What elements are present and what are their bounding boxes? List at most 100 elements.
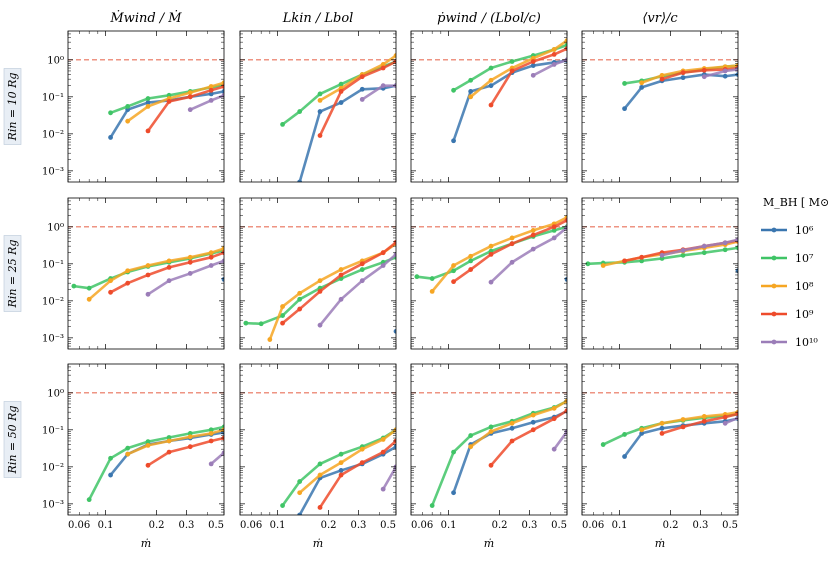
legend-marker: [771, 255, 777, 261]
data-point-1e10: [187, 271, 193, 276]
series-group: [108, 80, 224, 140]
series-line-1e10: [552, 430, 567, 451]
data-point-1e9: [359, 74, 365, 80]
panel-frame: [239, 363, 397, 516]
panels: 10⁻³ 10⁻² 10⁻¹ 10⁰ 10⁻³ 10⁻² 10⁻¹ 10⁰ 0.06 0.1 0.2…: [42, 30, 739, 550]
data-point-1e7: [701, 250, 707, 256]
data-point-1e6: [393, 328, 396, 334]
x-tick-label: 0.3: [350, 520, 366, 531]
data-point-1e8: [145, 263, 151, 268]
data-point-1e7: [639, 258, 645, 264]
data-point-1e8: [297, 490, 303, 496]
data-point-1e10: [735, 415, 738, 421]
panel: [239, 30, 397, 183]
data-point-1e9: [145, 128, 151, 134]
data-point-1e10: [551, 446, 557, 452]
data-point-1e7: [187, 431, 193, 436]
panel: 0.06 0.1 0.2 0.3 0.5 ṁ: [410, 363, 568, 550]
series-line-1e7: [87, 425, 224, 501]
column-title: Ṁwind / Ṁ: [109, 9, 182, 26]
data-point-1e8: [564, 38, 567, 44]
data-point-1e8: [468, 253, 474, 259]
data-point-1e10: [701, 74, 707, 80]
data-point-1e9: [639, 254, 645, 260]
column-title: Lkin / Lbol: [282, 11, 354, 26]
series-line-1e8: [87, 247, 224, 301]
data-point-1e9: [317, 505, 323, 510]
data-point-1e8: [659, 72, 665, 78]
data-point-1e10: [221, 258, 224, 264]
data-point-1e6: [338, 468, 344, 473]
x-tick-label: 0.1: [98, 520, 114, 531]
data-point-1e10: [145, 291, 151, 297]
data-point-1e7: [468, 433, 474, 438]
panel-frame: [67, 30, 225, 183]
data-point-1e7: [680, 252, 686, 258]
panel: 10⁻³ 10⁻² 10⁻¹ 10⁰: [42, 197, 225, 350]
x-tick-label: 0.5: [380, 520, 396, 531]
column-titles: Ṁwind / Ṁ Lkin / Lbol ṗwind / (Lbol/c) ⟨vr⟩…: [109, 9, 678, 26]
column-title: ṗwind / (Lbol/c): [437, 11, 541, 26]
data-point-1e6: [221, 276, 224, 282]
data-point-1e8: [187, 434, 193, 440]
data-point-1e9: [380, 65, 386, 71]
data-point-1e8: [86, 296, 92, 302]
data-point-1e9: [659, 76, 665, 82]
row-label-box: Rin = 25 Rg: [3, 235, 22, 312]
data-point-1e9: [208, 438, 214, 444]
data-point-1e7: [585, 261, 591, 267]
series-line-1e9: [318, 60, 396, 137]
x-tick-label: 0.06: [240, 520, 262, 531]
data-point-1e7: [622, 432, 627, 437]
data-point-1e7: [317, 91, 323, 97]
panel-frame: [67, 197, 225, 350]
data-point-1e10: [659, 252, 665, 258]
panel: [410, 197, 568, 350]
data-point-1e6: [622, 106, 627, 112]
x-tick-label: 0.06: [411, 520, 433, 531]
data-point-1e8: [530, 412, 536, 418]
data-point-1e8: [125, 118, 131, 124]
x-tick-label: 0.2: [663, 520, 679, 531]
data-point-1e6: [639, 84, 645, 90]
data-point-1e9: [488, 462, 494, 468]
data-point-1e10: [735, 237, 738, 243]
data-point-1e10: [380, 83, 386, 89]
row-label-background: [3, 235, 22, 312]
y-tick-label: 10⁻²: [42, 296, 64, 307]
panel: [239, 197, 397, 350]
data-point-1e7: [622, 81, 627, 86]
data-point-1e9: [701, 67, 707, 73]
data-point-1e6: [297, 179, 303, 182]
series-group: [451, 38, 567, 144]
data-point-1e6: [722, 73, 728, 79]
data-point-1e9: [551, 416, 557, 422]
series-group: [622, 63, 738, 112]
data-point-1e7: [297, 109, 303, 114]
panel: 10⁻³ 10⁻² 10⁻¹ 10⁰: [42, 30, 225, 183]
series-line-1e8: [430, 216, 567, 293]
data-point-1e7: [338, 451, 344, 457]
data-point-1e9: [187, 444, 193, 450]
data-point-1e6: [297, 512, 303, 515]
row-label: Rin = 10 Rg: [6, 73, 19, 142]
panel: 0.06 0.1 0.2 0.3 0.5 ṁ: [239, 363, 397, 550]
data-point-1e9: [393, 239, 396, 245]
data-point-1e9: [551, 224, 557, 230]
data-point-1e9: [680, 424, 686, 430]
data-point-1e10: [317, 322, 323, 328]
data-point-1e10: [380, 486, 386, 492]
data-point-1e10: [722, 420, 728, 426]
data-point-1e10: [208, 263, 214, 268]
data-point-1e7: [429, 276, 435, 281]
panel: [410, 30, 568, 183]
data-point-1e6: [639, 431, 645, 436]
data-point-1e6: [468, 89, 474, 94]
y-tick-label: 10⁻¹: [42, 92, 64, 103]
x-tick-label: 0.5: [208, 520, 224, 531]
data-point-1e6: [451, 490, 456, 496]
data-point-1e7: [86, 285, 92, 291]
x-tick-label: 0.1: [441, 520, 457, 531]
data-point-1e7: [468, 77, 474, 83]
